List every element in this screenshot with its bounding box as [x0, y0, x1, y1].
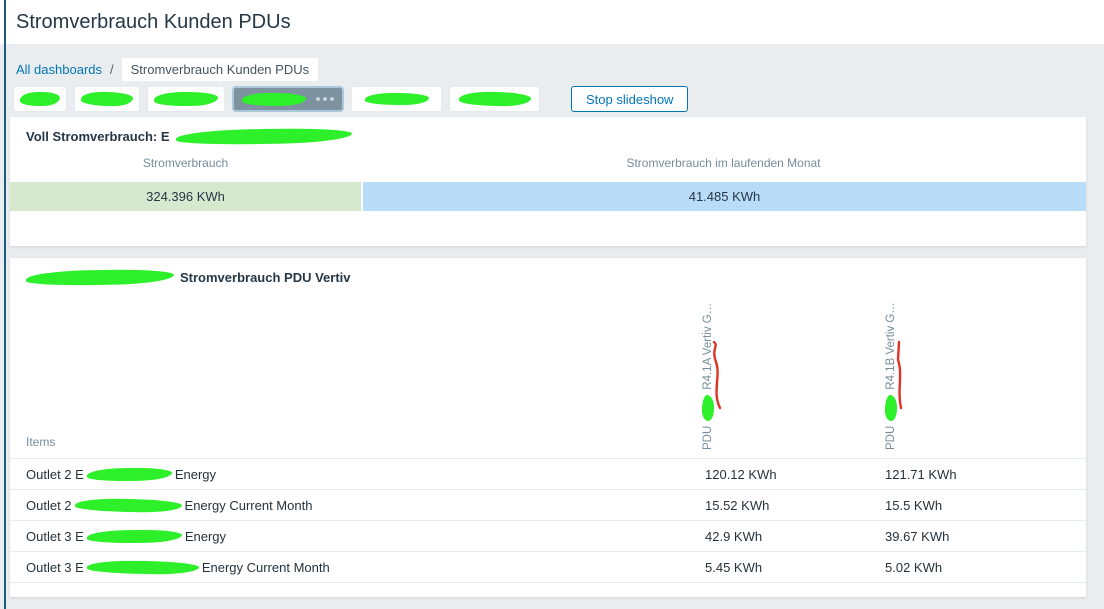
redaction-blob	[86, 560, 199, 575]
tab-menu-icon[interactable]	[316, 97, 334, 101]
redaction-blob	[364, 93, 429, 105]
vertical-header-prefix: PDU	[702, 425, 714, 450]
value-cell-total: 324.396 KWh	[10, 182, 361, 211]
page-title: Stromverbrauch Kunden PDUs	[16, 11, 291, 33]
breadcrumb-current[interactable]: Stromverbrauch Kunden PDUs	[121, 58, 319, 81]
dashboard-tab-1[interactable]	[13, 86, 67, 112]
redaction-blob	[175, 127, 352, 146]
item-name: Outlet 3 E Energy	[26, 529, 227, 544]
column-header-current-month: Stromverbrauch im laufenden Monat	[626, 156, 821, 170]
red-annotation-mark	[896, 340, 903, 410]
redaction-blob	[86, 529, 182, 544]
redaction-blob	[25, 268, 175, 287]
redaction-blob	[80, 91, 134, 107]
column-headers: Stromverbrauch Stromverbrauch im laufend…	[10, 156, 1086, 170]
breadcrumb-all-dashboards-link[interactable]: All dashboards	[16, 62, 102, 77]
item-name: Outlet 3 E Energy Current Month	[26, 560, 330, 575]
item-name: Outlet 2 E Energy	[26, 467, 217, 482]
column-header-pdu-r41a: PDU R4.1A Vertiv G…	[698, 292, 722, 450]
value-pdu-a: 42.9 KWh	[705, 529, 763, 544]
breadcrumb-separator: /	[110, 62, 114, 77]
redaction-blob	[74, 498, 182, 513]
redaction-blob	[86, 467, 172, 482]
item-name: Outlet 2 Energy Current Month	[26, 498, 313, 513]
pdu-table: Outlet 2 E Energy 120.12 KWh 121.71 KWh O…	[10, 458, 1086, 583]
value-pdu-b: 5.02 KWh	[885, 560, 943, 575]
breadcrumb: All dashboards / Stromverbrauch Kunden P…	[16, 58, 319, 81]
widget-pdu-vertiv-table: Stromverbrauch PDU Vertiv PDU R4.1A Vert…	[10, 258, 1086, 597]
widget-title: Voll Stromverbrauch: E	[10, 117, 1086, 148]
red-annotation-mark	[712, 340, 722, 410]
dashboard-tab-5[interactable]	[351, 86, 442, 112]
dashboard-tabs: Stop slideshow	[13, 86, 689, 112]
value-pdu-b: 121.71 KWh	[885, 467, 957, 482]
dashboard-tab-6[interactable]	[449, 86, 540, 112]
page-header: Stromverbrauch Kunden PDUs	[0, 0, 1104, 44]
table-row: Outlet 2 E Energy 120.12 KWh 121.71 KWh	[10, 458, 1086, 489]
value-cell-current-month: 41.485 KWh	[363, 182, 1086, 211]
value-cells: 324.396 KWh 41.485 KWh	[10, 182, 1086, 211]
dashboard-tab-4-selected[interactable]	[232, 86, 344, 112]
table-row: Outlet 2 Energy Current Month 15.52 KWh 1…	[10, 489, 1086, 520]
value-pdu-a: 5.45 KWh	[705, 560, 763, 575]
redaction-blob	[153, 91, 219, 107]
redaction-blob	[242, 92, 306, 106]
stop-slideshow-button[interactable]: Stop slideshow	[571, 86, 689, 112]
vertical-header-prefix: PDU	[885, 425, 897, 450]
value-pdu-b: 39.67 KWh	[885, 529, 950, 544]
column-header-pdu-r41b: PDU R4.1B Vertiv G…	[881, 292, 903, 450]
value-pdu-b: 15.5 KWh	[885, 498, 943, 513]
redaction-blob	[19, 91, 61, 107]
redaction-blob	[458, 91, 531, 107]
items-column-header: Items	[26, 435, 56, 449]
column-header-total: Stromverbrauch	[142, 156, 229, 170]
dashboard-tab-2[interactable]	[74, 86, 140, 112]
table-row: Outlet 3 E Energy Current Month 5.45 KWh …	[10, 551, 1086, 582]
dashboard-tab-3[interactable]	[147, 86, 225, 112]
sidebar-collapsed-edge[interactable]	[4, 0, 6, 609]
value-pdu-a: 120.12 KWh	[705, 467, 777, 482]
widget-title: Stromverbrauch PDU Vertiv	[10, 258, 1086, 289]
widget-total-consumption: Voll Stromverbrauch: E Stromverbrauch St…	[10, 117, 1086, 246]
table-row: Outlet 3 E Energy 42.9 KWh 39.67 KWh	[10, 520, 1086, 551]
widget-title-text: Stromverbrauch PDU Vertiv	[180, 270, 351, 285]
widget-title-text: Voll Stromverbrauch: E	[26, 129, 170, 144]
value-pdu-a: 15.52 KWh	[705, 498, 770, 513]
